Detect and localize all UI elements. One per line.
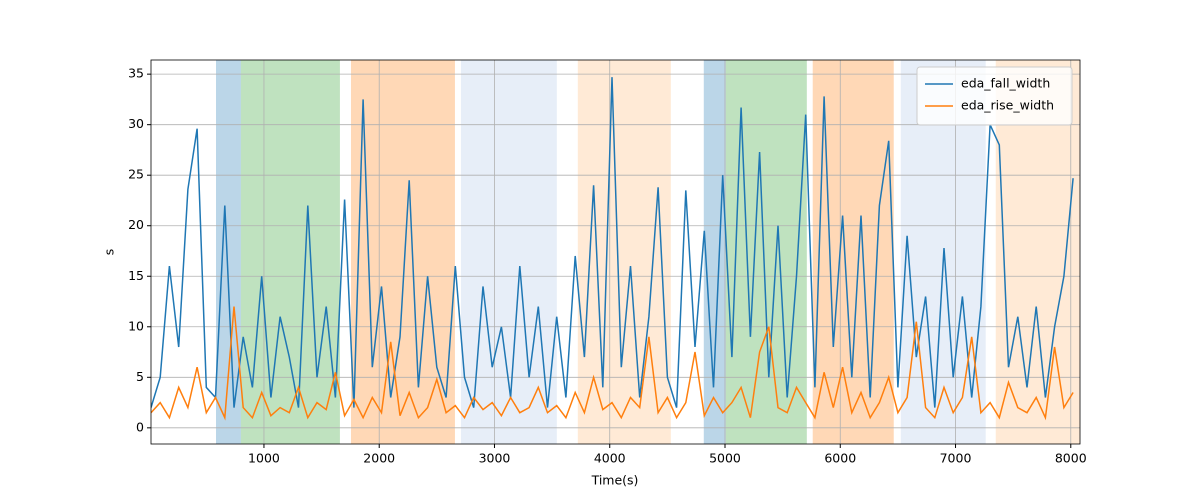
y-tick-label: 0 [136,419,144,434]
y-tick-label: 20 [128,217,144,232]
y-tick-label: 5 [136,369,144,384]
y-tick-label: 10 [128,318,144,333]
x-tick-label: 4000 [594,451,626,466]
x-tick-label: 1000 [248,451,280,466]
x-axis-label: Time(s) [591,473,639,488]
legend-box [916,66,1073,126]
span [703,60,726,444]
x-tick-label: 6000 [824,451,856,466]
y-tick-label: 30 [128,116,144,131]
plot-frame [150,59,1081,445]
span [725,60,807,444]
span [240,60,340,444]
x-tick-label: 3000 [479,451,511,466]
x-tick-label: 2000 [363,451,395,466]
y-axis-label: s [102,249,117,256]
series-line [151,306,1074,421]
x-tick-label: 5000 [709,451,741,466]
y-tick-label: 25 [128,167,144,182]
legend-label: eda_rise_width [961,98,1054,113]
x-tick-label: 7000 [940,451,972,466]
legend-label: eda_fall_width [961,76,1050,91]
series-line [151,77,1074,408]
y-tick-label: 35 [128,66,144,81]
x-tick-label: 8000 [1055,451,1087,466]
y-tick-label: 15 [128,268,144,283]
